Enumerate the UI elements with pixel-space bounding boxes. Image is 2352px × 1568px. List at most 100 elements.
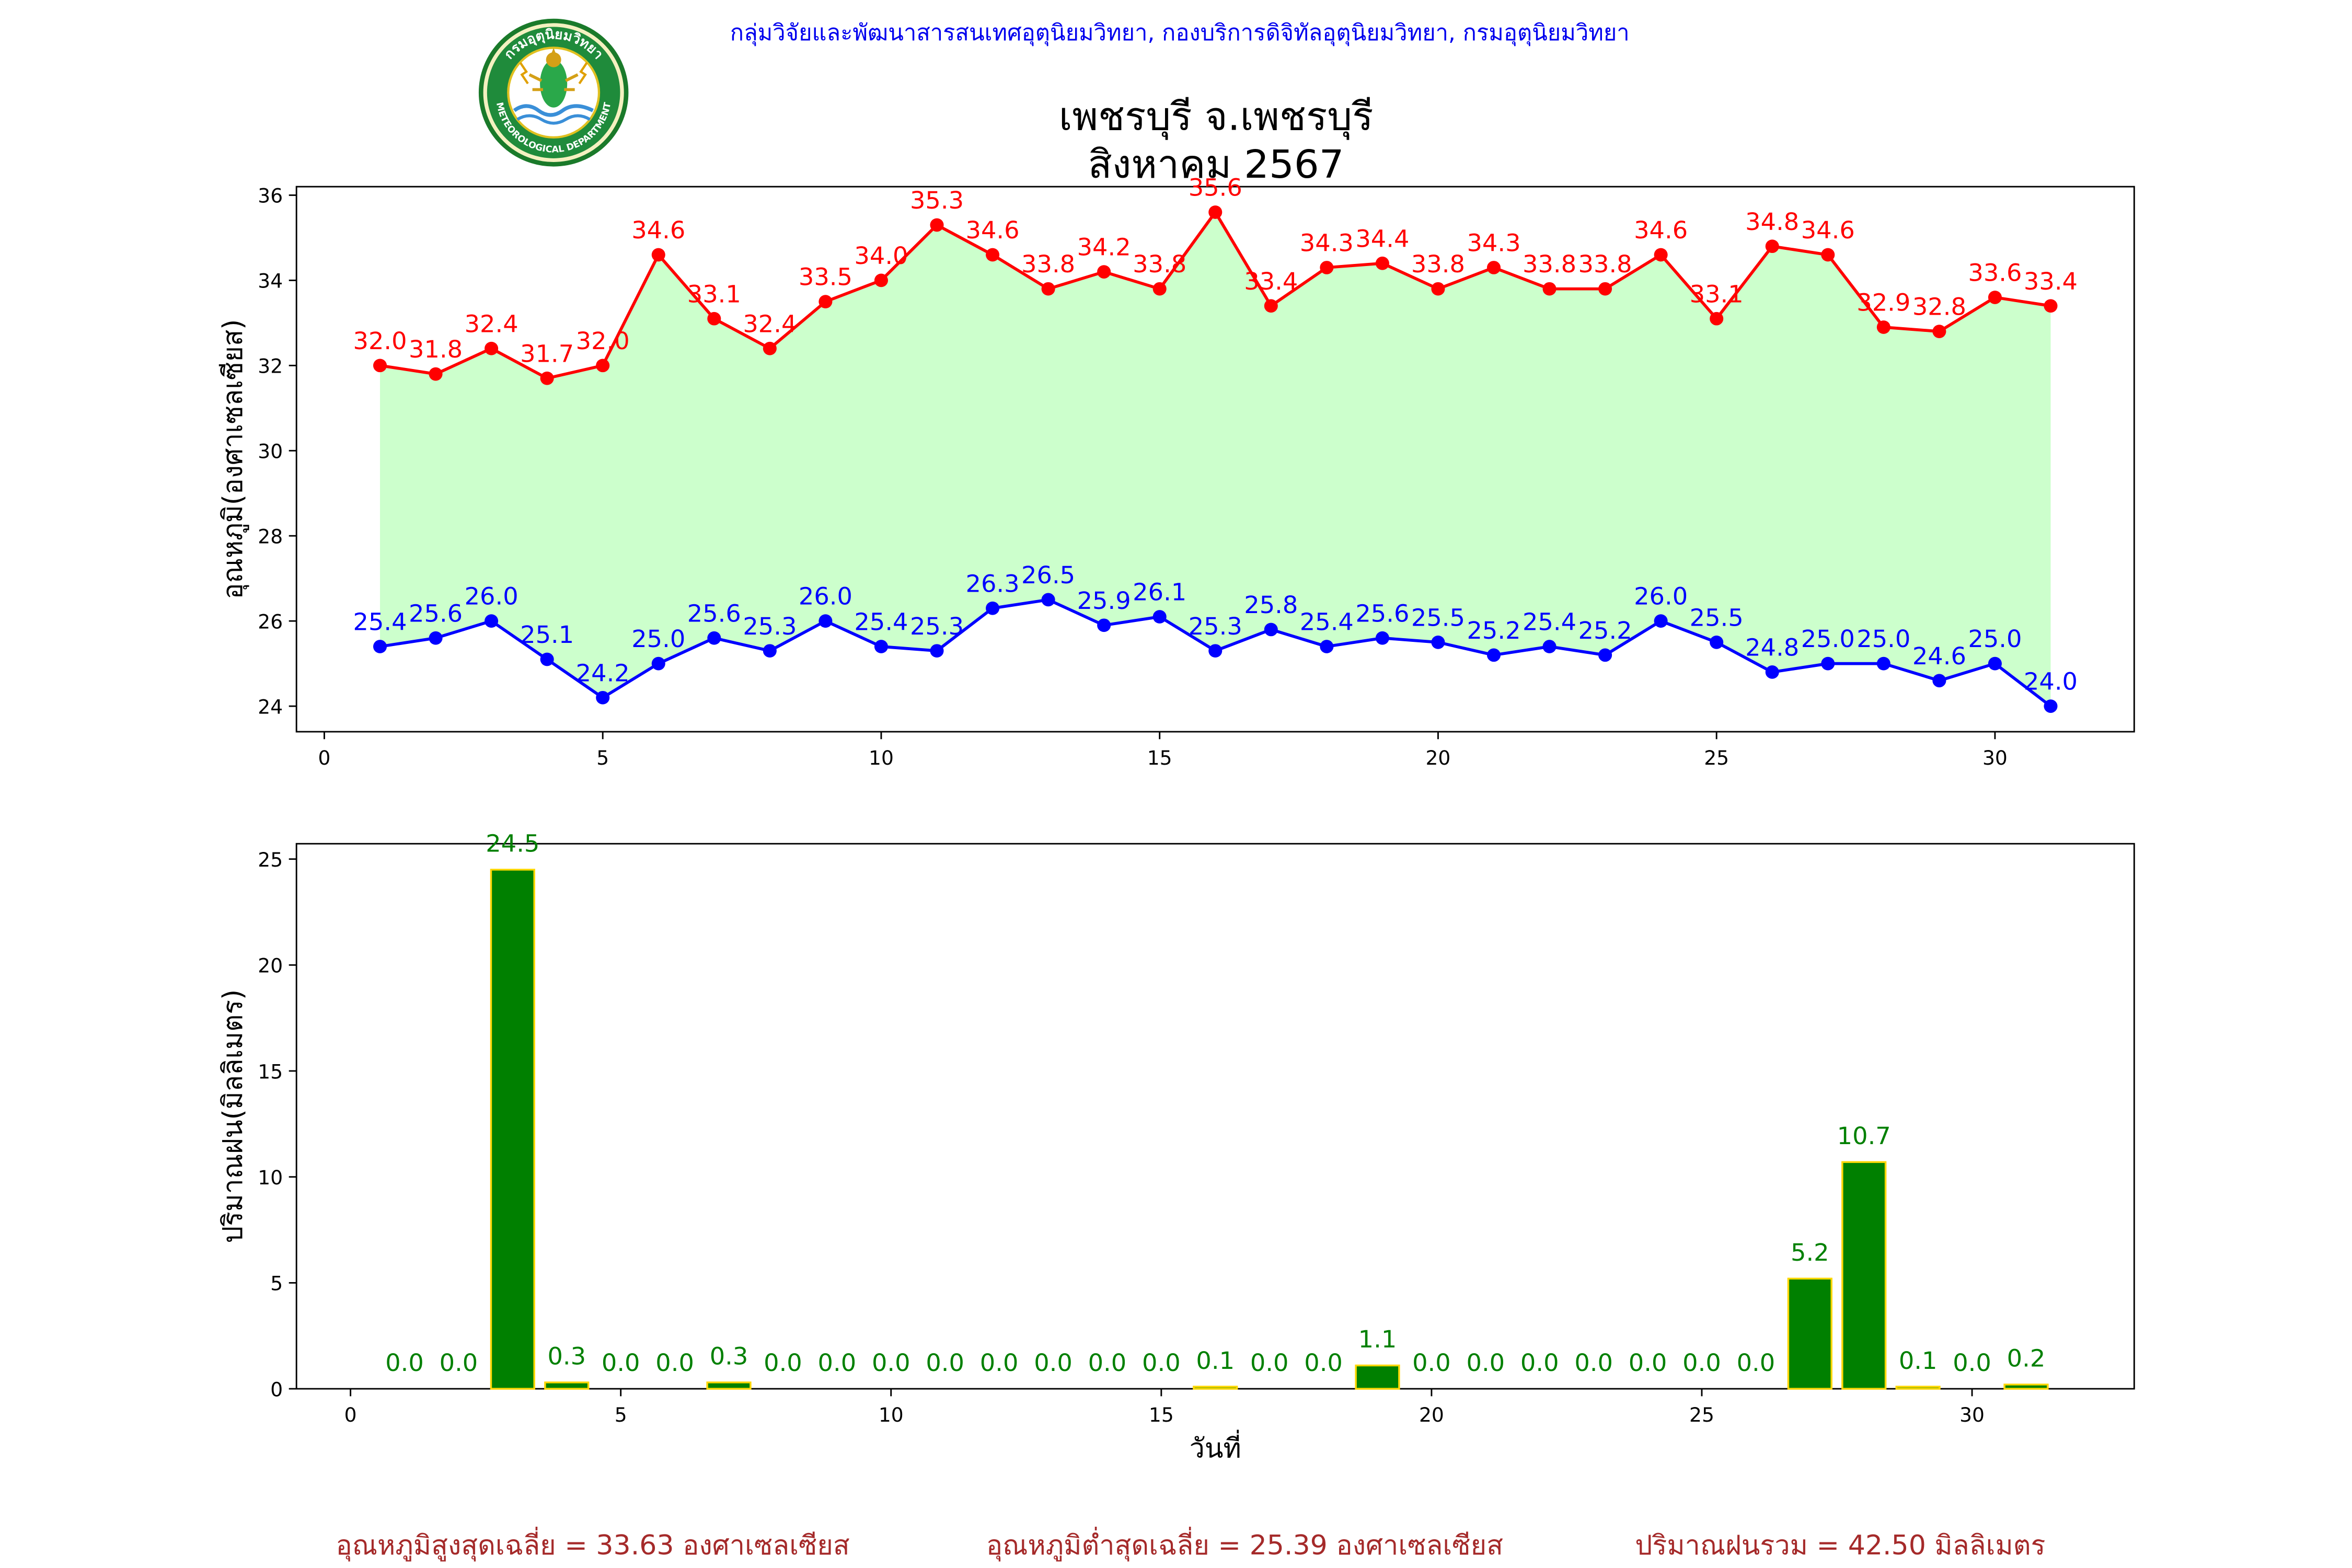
temp-axes-frame bbox=[295, 186, 2135, 733]
min-temp-data-label: 25.6 bbox=[409, 599, 463, 628]
max-temp-data-label: 34.6 bbox=[1801, 216, 1855, 244]
min-temp-data-label: 26.0 bbox=[799, 582, 852, 610]
rain-data-label: 0.0 bbox=[1953, 1348, 1991, 1377]
min-temp-data-label: 25.4 bbox=[1523, 608, 1576, 636]
max-temp-point bbox=[1876, 320, 1890, 334]
max-temp-point bbox=[1542, 282, 1557, 296]
temp-y-tick-label: 28 bbox=[258, 525, 283, 548]
max-temp-data-label: 34.0 bbox=[854, 241, 908, 270]
chart-title-period: สิงหาคม 2567 bbox=[1088, 143, 1344, 188]
min-temp-point bbox=[1375, 631, 1389, 645]
temp-x-tick-label: 25 bbox=[1704, 746, 1729, 769]
max-temp-data-label: 33.8 bbox=[1133, 250, 1186, 279]
rain-bar bbox=[544, 1381, 590, 1390]
max-temp-point bbox=[930, 218, 944, 232]
min-temp-data-label: 25.5 bbox=[1411, 604, 1465, 632]
max-temp-point bbox=[1375, 256, 1389, 270]
rain-data-label: 0.0 bbox=[1682, 1348, 1721, 1377]
min-temp-data-label: 25.5 bbox=[1690, 604, 1744, 632]
max-temp-data-label: 32.4 bbox=[465, 310, 518, 338]
min-temp-data-label: 26.0 bbox=[1634, 582, 1688, 610]
max-temp-data-label: 33.6 bbox=[1968, 259, 2022, 287]
max-temp-data-label: 34.6 bbox=[966, 216, 1020, 244]
max-temp-data-label: 33.4 bbox=[1244, 267, 1298, 295]
rain-data-label: 1.1 bbox=[1358, 1325, 1397, 1354]
min-temp-data-label: 24.6 bbox=[1912, 642, 1966, 670]
min-temp-point bbox=[651, 656, 665, 671]
rain-y-tick-label: 10 bbox=[258, 1166, 283, 1189]
max-temp-point bbox=[1710, 312, 1724, 326]
rain-data-label: 0.0 bbox=[980, 1348, 1019, 1377]
max-temp-point bbox=[1765, 239, 1779, 253]
max-temp-point bbox=[1431, 282, 1445, 296]
min-temp-data-label: 25.0 bbox=[1801, 625, 1855, 653]
summary-rain-total: ปริมาณฝนรวม = 42.50 มิลลิเมตร bbox=[1635, 1530, 2046, 1562]
rain-x-tick-label: 0 bbox=[344, 1403, 357, 1426]
min-temp-point bbox=[429, 631, 443, 645]
min-temp-point bbox=[1264, 622, 1278, 637]
max-temp-point bbox=[818, 295, 833, 308]
rain-data-label: 5.2 bbox=[1791, 1238, 1829, 1266]
min-temp-data-label: 25.6 bbox=[1355, 599, 1409, 628]
temp-y-tick-label: 24 bbox=[258, 696, 283, 719]
rain-bar bbox=[1355, 1364, 1400, 1390]
summary-min-temp-avg: อุณหภูมิต่ำสุดเฉลี่ย = 25.39 องศาเซลเซีย… bbox=[986, 1530, 1503, 1562]
temp-y-tick-label: 36 bbox=[258, 185, 283, 207]
max-temp-point bbox=[1264, 299, 1278, 313]
min-temp-point bbox=[707, 631, 721, 645]
max-temp-point bbox=[2044, 299, 2058, 313]
min-temp-point bbox=[763, 644, 777, 658]
min-temp-point bbox=[1152, 610, 1167, 624]
rain-bar bbox=[1787, 1277, 1832, 1390]
max-temp-data-label: 32.9 bbox=[1857, 289, 1910, 317]
temp-y-tick-label: 26 bbox=[258, 610, 283, 633]
summary-max-temp-avg: อุณหภูมิสูงสุดเฉลี่ย = 33.63 องศาเซลเซีย… bbox=[336, 1530, 850, 1562]
rain-data-label: 0.0 bbox=[1088, 1348, 1127, 1377]
rain-x-tick-label: 25 bbox=[1689, 1403, 1714, 1426]
min-temp-point bbox=[1041, 593, 1055, 607]
max-temp-data-label: 33.5 bbox=[799, 263, 852, 291]
min-temp-point bbox=[1710, 636, 1724, 649]
chart-title-station: เพชรบุรี จ.เพชรบุรี bbox=[1058, 95, 1374, 141]
max-temp-data-label: 33.8 bbox=[1021, 250, 1075, 279]
rain-data-label: 0.0 bbox=[385, 1348, 424, 1377]
max-temp-point bbox=[1932, 325, 1946, 338]
max-temp-data-label: 32.8 bbox=[1912, 293, 1966, 321]
min-temp-data-label: 25.3 bbox=[1189, 612, 1242, 640]
max-temp-point bbox=[1152, 282, 1167, 296]
min-temp-data-label: 25.4 bbox=[1300, 608, 1354, 636]
rain-data-label: 0.0 bbox=[818, 1348, 857, 1377]
min-temp-point bbox=[986, 601, 1000, 615]
rain-data-label: 0.0 bbox=[1520, 1348, 1559, 1377]
min-temp-point bbox=[1821, 656, 1835, 671]
max-temp-point bbox=[373, 359, 387, 373]
rain-data-label: 0.1 bbox=[1196, 1346, 1235, 1375]
rain-x-tick-label: 15 bbox=[1149, 1403, 1174, 1426]
rain-data-label: 0.0 bbox=[1629, 1348, 1667, 1377]
rain-data-label: 0.0 bbox=[872, 1348, 910, 1377]
temp-x-tick-label: 10 bbox=[869, 746, 894, 769]
temp-y-axis-label: อุณหภูมิ(องศาเซลเซียส) bbox=[217, 319, 249, 599]
max-temp-point bbox=[540, 371, 554, 385]
min-temp-point bbox=[1486, 648, 1501, 662]
max-temp-point bbox=[1320, 261, 1334, 274]
max-temp-point bbox=[429, 367, 443, 381]
max-temp-data-label: 33.1 bbox=[687, 280, 741, 308]
max-temp-point bbox=[1654, 248, 1668, 262]
max-temp-point bbox=[651, 248, 665, 262]
max-temp-data-label: 33.4 bbox=[2024, 267, 2078, 295]
min-temp-data-label: 24.2 bbox=[576, 659, 630, 687]
max-temp-point bbox=[707, 312, 721, 326]
max-temp-point bbox=[986, 248, 1000, 262]
rain-y-tick-label: 15 bbox=[258, 1060, 283, 1083]
max-temp-point bbox=[1988, 291, 2002, 304]
min-temp-point bbox=[818, 614, 833, 628]
rain-bar bbox=[2003, 1383, 2049, 1390]
min-temp-point bbox=[1932, 674, 1946, 688]
temp-x-tick-label: 20 bbox=[1426, 746, 1451, 769]
max-temp-data-label: 33.8 bbox=[1578, 250, 1632, 279]
rain-data-label: 0.2 bbox=[2007, 1344, 2046, 1373]
rain-data-label: 24.5 bbox=[486, 829, 539, 858]
org-header-text: กลุ่มวิจัยและพัฒนาสารสนเทศอุตุนิยมวิทยา,… bbox=[730, 19, 1630, 47]
